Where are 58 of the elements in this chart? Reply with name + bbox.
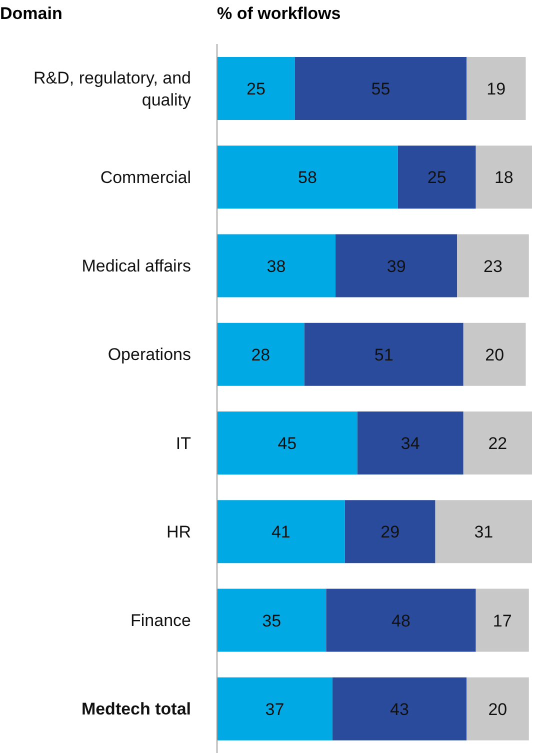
y-tick-label: Finance [130,610,191,630]
y-tick-label: Medtech total [81,699,191,718]
data-label: 25 [246,80,266,99]
data-label: 51 [374,345,394,364]
bar [344,500,436,564]
data-label: 34 [400,434,420,454]
data-label: 29 [380,522,400,542]
data-label: 19 [486,80,506,99]
bar [217,588,326,652]
data-label: 20 [485,345,504,364]
bar [217,677,332,740]
bar [476,588,529,652]
y-tick-label: IT [176,433,191,452]
bar [217,412,358,474]
y-tick-label: Operations [108,344,191,364]
bar [332,677,467,740]
data-label: 37 [265,700,284,719]
data-label: 31 [474,522,494,542]
bar [357,412,464,474]
bar [435,500,532,564]
bar [466,677,529,740]
data-label: 25 [427,168,446,188]
bar [463,322,526,386]
bar [304,322,464,386]
data-label: 39 [386,256,406,276]
y-tick-label: Medical affairs [82,256,191,276]
y-tick-label: HR [166,522,191,541]
bar [217,500,345,564]
data-label: 55 [371,80,390,99]
data-label: 38 [266,256,286,276]
data-label: 58 [298,168,317,188]
y-tick-label: R&D, regulatory, and quality [34,68,192,109]
data-label: 43 [390,700,409,719]
bar [398,146,476,209]
bar [466,57,526,120]
bar [326,588,476,652]
x-axis-title: % of workflows [217,4,341,24]
bar [217,234,336,298]
data-label: 48 [392,611,410,630]
bar [294,57,467,120]
data-label: 18 [494,168,514,188]
y-axis-title: Domain [0,4,62,24]
data-label: 22 [488,434,508,454]
data-label: 17 [492,611,512,630]
data-label: 41 [271,522,290,542]
y-tick-label: Commercial [100,167,191,186]
data-label: 45 [278,434,297,454]
data-label: 23 [484,256,502,276]
bar [457,234,529,298]
bar [217,57,295,120]
data-label: 28 [251,345,270,364]
bar [217,146,398,209]
bar [463,412,532,474]
data-label: 20 [488,700,508,719]
bar [476,146,532,209]
bar [217,322,304,386]
bar [336,234,458,298]
data-label: 35 [262,611,282,630]
